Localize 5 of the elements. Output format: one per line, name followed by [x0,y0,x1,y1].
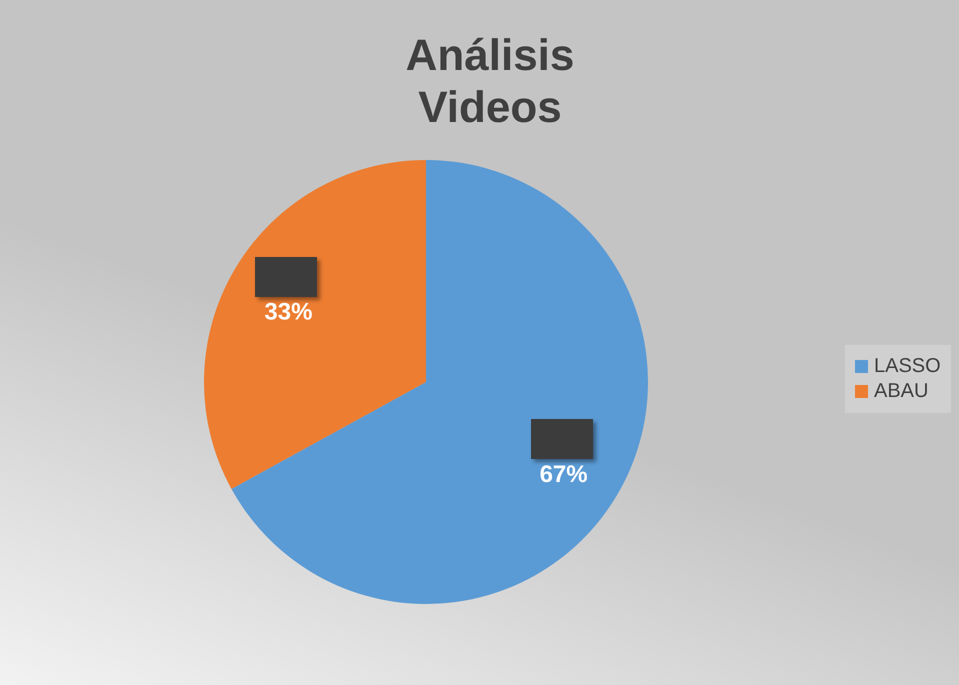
chart-title: Análisis Videos [404,30,576,134]
legend-label: LASSO [874,355,941,378]
data-label: 33% [264,298,312,326]
data-label: 67% [540,460,588,488]
legend-label: ABAU [874,380,928,403]
